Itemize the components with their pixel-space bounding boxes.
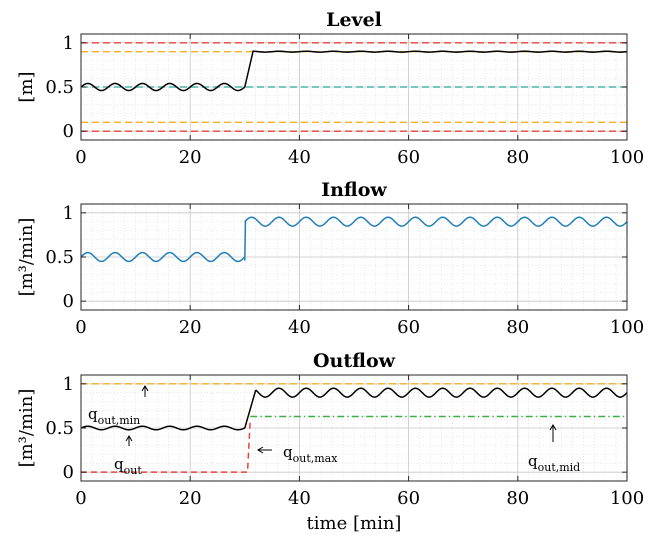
annotation-arrowhead — [141, 385, 149, 392]
y-tick-label: 0 — [63, 462, 74, 483]
y-tick-label: 1 — [63, 203, 74, 224]
chart-2: Outflow [m³/min] 0 20 40 60 80 100 0 0.5 1 time [mi… — [16, 350, 644, 534]
y-tick-label: 1 — [63, 374, 74, 395]
annotation-label: qout,mid — [528, 452, 580, 474]
series-line-0 — [81, 50, 627, 92]
series-line-1 — [81, 419, 252, 473]
plot-area — [81, 42, 627, 132]
chart-title: Inflow — [321, 179, 387, 201]
plot-area — [81, 383, 627, 473]
annotation-label: qout,min — [88, 405, 140, 427]
chart-1: Inflow [m³/min] 0 20 40 60 80 100 0 0.5 1 — [16, 179, 644, 338]
x-tick-label: 40 — [288, 488, 311, 509]
annotation-label-base: q — [528, 452, 538, 470]
x-tick-label: 20 — [179, 317, 202, 338]
series-line-0 — [81, 387, 627, 431]
x-tick-label: 100 — [610, 488, 644, 509]
y-axis-label: [m] — [16, 71, 37, 102]
x-tick-label: 20 — [179, 147, 202, 168]
annotation-label-base: q — [114, 455, 124, 473]
x-tick-label: 80 — [506, 488, 529, 509]
y-tick-label: 0.5 — [45, 418, 74, 439]
annotation-label: qout,max — [283, 443, 338, 465]
x-tick-label: 60 — [397, 488, 420, 509]
series-line-0 — [81, 216, 627, 263]
chart-title: Level — [326, 9, 382, 31]
annotation-label-base: q — [88, 405, 98, 423]
x-tick-label: 40 — [288, 317, 311, 338]
annotation-label: qout — [114, 455, 142, 477]
chart-0: Level [m] 0 20 40 60 80 100 0 0.5 1 — [16, 9, 644, 168]
annotation-arrowhead — [257, 446, 264, 454]
x-tick-label: 60 — [397, 147, 420, 168]
chart-title: Outflow — [313, 350, 396, 372]
y-tick-label: 1 — [63, 33, 74, 54]
y-axis-label: [m³/min] — [16, 389, 37, 468]
x-tick-label: 40 — [288, 147, 311, 168]
x-tick-label: 60 — [397, 317, 420, 338]
y-tick-label: 0.5 — [45, 247, 74, 268]
y-tick-label: 0 — [63, 121, 74, 142]
plot-area — [81, 216, 627, 263]
annotation-label-sub: out,min — [98, 414, 141, 427]
annotation-label-base: q — [283, 443, 293, 461]
x-tick-label: 80 — [506, 147, 529, 168]
annotation-label-sub: out,mid — [538, 461, 581, 474]
x-tick-label: 20 — [179, 488, 202, 509]
x-axis-label: time [min] — [307, 513, 402, 534]
x-tick-label: 100 — [610, 317, 644, 338]
annotation-label-sub: out,max — [293, 452, 339, 465]
x-tick-label: 0 — [75, 317, 86, 338]
y-axis-label: [m³/min] — [16, 218, 37, 297]
annotation-arrowhead — [125, 435, 133, 442]
annotation-arrowhead — [549, 424, 557, 431]
y-tick-label: 0.5 — [45, 77, 74, 98]
y-tick-label: 0 — [63, 291, 74, 312]
x-tick-label: 100 — [610, 147, 644, 168]
x-tick-label: 80 — [506, 317, 529, 338]
annotation-label-sub: out — [124, 464, 143, 477]
x-tick-label: 0 — [75, 147, 86, 168]
x-tick-label: 0 — [75, 488, 86, 509]
